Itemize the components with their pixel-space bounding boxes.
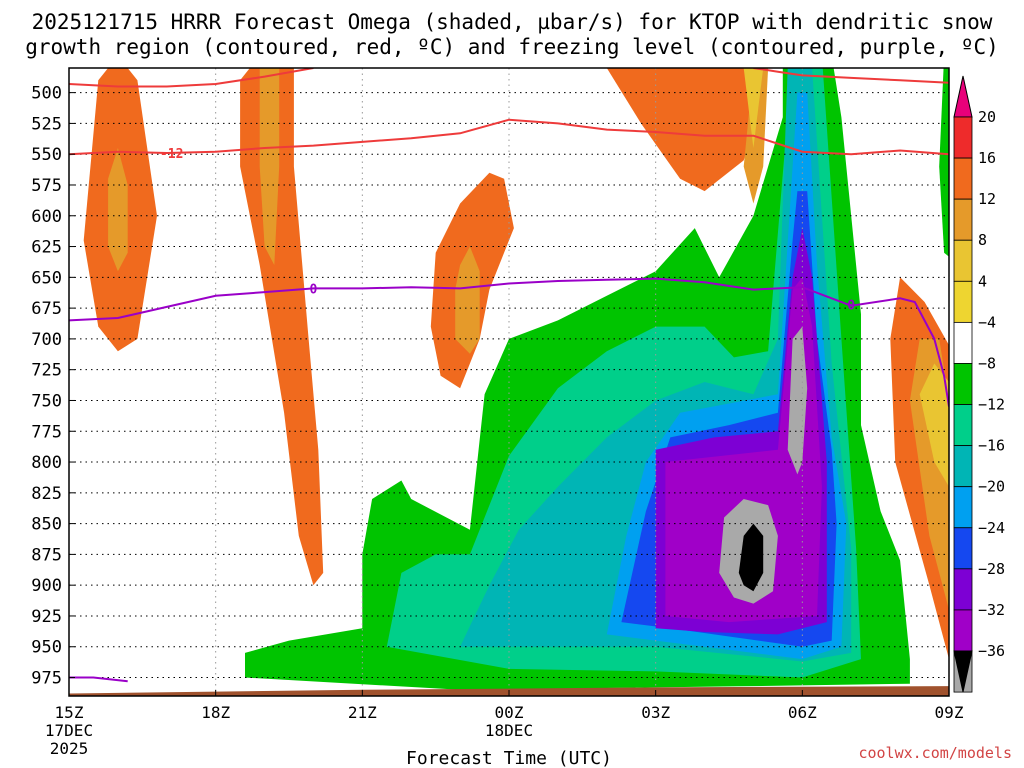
x-tick-label-21Z: 21Z xyxy=(348,703,377,722)
colorbar-swatch-8 xyxy=(953,404,973,447)
colorbar-swatch-3 xyxy=(953,198,973,241)
y-tick-label-975: 975 xyxy=(31,669,62,689)
y-tick-label-500: 500 xyxy=(31,84,62,104)
colorbar-label-0: 20 xyxy=(978,108,996,126)
colorbar-label-4: 4 xyxy=(978,272,987,290)
x-tick-label-03Z: 03Z xyxy=(641,703,670,722)
dendritic-contour-0 xyxy=(69,118,949,156)
y-tick-label-750: 750 xyxy=(31,391,62,411)
x-tick-year-15Z: 2025 xyxy=(50,739,89,758)
chart-title-line-2: growth region (contoured, red, ºC) and f… xyxy=(25,35,999,59)
y-tick-label-650: 650 xyxy=(31,268,62,288)
y-tick-label-575: 575 xyxy=(31,176,62,196)
colorbar-swatch-5 xyxy=(953,280,973,323)
colorbar-swatch-7 xyxy=(953,363,973,405)
y-tick-label-700: 700 xyxy=(31,330,62,350)
colorbar-label-1: 16 xyxy=(978,149,996,167)
freezing-level-label: 0 xyxy=(310,282,318,297)
colorbar-swatch-10 xyxy=(953,486,973,529)
y-tick-label-800: 800 xyxy=(31,453,62,473)
y-tick-label-950: 950 xyxy=(31,638,62,658)
colorbar-label-11: −28 xyxy=(978,560,1005,578)
colorbar-swatch-6 xyxy=(953,321,973,364)
y-tick-label-925: 925 xyxy=(31,607,62,627)
colorbar-label-3: 8 xyxy=(978,231,987,249)
y-tick-label-775: 775 xyxy=(31,422,62,442)
freezing-level-contour-0 xyxy=(69,277,949,407)
omega-negative-40-core xyxy=(738,523,764,592)
colorbar-label-8: −16 xyxy=(978,437,1005,455)
colorbar-swatch-12 xyxy=(953,568,973,611)
colorbar-label-9: −20 xyxy=(978,478,1005,496)
dendritic-contour-2 xyxy=(753,68,949,84)
omega-positive-region-2 xyxy=(240,68,324,586)
freezing-level-label-2: 0 xyxy=(847,298,855,313)
freezing-level-contour-1 xyxy=(69,676,128,683)
x-tick-date-00Z: 18DEC xyxy=(485,721,533,740)
x-tick-label-18Z: 18Z xyxy=(201,703,230,722)
dendritic-contour-label: -12 xyxy=(160,147,183,162)
omega-negative-8-region-right xyxy=(939,68,949,257)
x-tick-label-15Z: 15Z xyxy=(55,703,84,722)
x-tick-label-00Z: 00Z xyxy=(495,703,524,722)
y-tick-label-725: 725 xyxy=(31,361,62,381)
site-credit: coolwx.com/models xyxy=(858,744,1012,762)
colorbar-swatch-1 xyxy=(953,116,973,159)
x-tick-label-06Z: 06Z xyxy=(788,703,817,722)
colorbar-label-10: −24 xyxy=(978,519,1005,537)
y-tick-label-625: 625 xyxy=(31,238,62,258)
y-tick-label-600: 600 xyxy=(31,207,62,227)
colorbar-label-13: −36 xyxy=(978,642,1005,660)
y-tick-label-900: 900 xyxy=(31,576,62,596)
colorbar-label-12: −32 xyxy=(978,601,1005,619)
omega-positive-core-2 xyxy=(259,68,280,265)
omega-negative-32-region xyxy=(665,277,822,623)
colorbar-swatch-2 xyxy=(953,157,973,200)
colorbar-label-6: −8 xyxy=(978,354,996,372)
colorbar-swatch-11 xyxy=(953,527,973,570)
dendritic-contour-1 xyxy=(69,68,314,88)
colorbar-label-7: −12 xyxy=(978,396,1005,414)
omega-positive-core-3 xyxy=(455,246,480,354)
colorbar-bottom-arrow xyxy=(953,650,973,693)
y-tick-label-550: 550 xyxy=(31,145,62,165)
colorbar-top-arrow xyxy=(953,75,973,118)
y-tick-label-875: 875 xyxy=(31,545,62,565)
colorbar-swatch-4 xyxy=(953,239,973,282)
colorbar-label-2: 12 xyxy=(978,190,996,208)
omega-positive-core-6b xyxy=(919,363,949,487)
colorbar-swatch-9 xyxy=(953,445,973,488)
y-tick-label-825: 825 xyxy=(31,484,62,504)
colorbar-label-5: −4 xyxy=(978,313,996,331)
x-axis-label: Forecast Time (UTC) xyxy=(406,748,612,768)
omega-positive-region-4 xyxy=(606,68,754,192)
y-tick-label-675: 675 xyxy=(31,299,62,319)
x-tick-label-09Z: 09Z xyxy=(935,703,964,722)
colorbar-swatch-13 xyxy=(953,609,973,652)
omega-positive-core-5 xyxy=(743,68,764,148)
y-tick-label-850: 850 xyxy=(31,515,62,535)
y-tick-label-525: 525 xyxy=(31,114,62,134)
x-tick-date-15Z: 17DEC xyxy=(45,721,93,740)
chart-title-line-1: 2025121715 HRRR Forecast Omega (shaded, … xyxy=(31,10,993,34)
omega-positive-core-1 xyxy=(108,148,128,272)
